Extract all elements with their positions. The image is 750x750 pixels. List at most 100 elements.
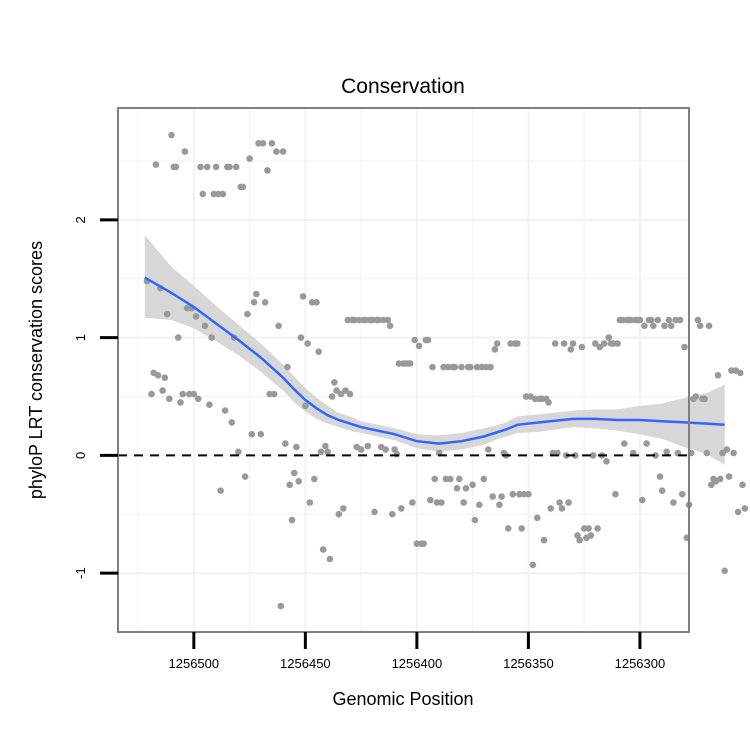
data-point — [275, 322, 282, 330]
data-point — [181, 148, 189, 155]
data-point — [389, 510, 396, 518]
data-point — [241, 473, 249, 480]
data-point — [386, 322, 394, 330]
data-point — [195, 395, 202, 403]
data-point — [551, 340, 559, 347]
data-point — [458, 363, 465, 371]
y-tick-label: 1 — [73, 334, 88, 341]
data-point — [636, 316, 644, 324]
data-point — [467, 363, 474, 371]
data-point — [226, 163, 233, 171]
data-point — [476, 501, 483, 509]
data-point — [460, 499, 468, 506]
x-axis: 1256500 1256450 1256400 1256350 1256300 — [169, 632, 665, 671]
data-point — [179, 390, 186, 398]
data-point — [509, 490, 517, 498]
data-point — [197, 163, 204, 171]
data-point — [493, 340, 501, 347]
data-point — [498, 493, 505, 500]
data-point — [431, 475, 439, 483]
y-tick-label: -1 — [73, 567, 88, 579]
x-axis-title: Genomic Position — [332, 689, 473, 709]
data-point — [670, 499, 677, 506]
data-point — [661, 322, 668, 330]
data-point — [277, 602, 285, 610]
data-point — [427, 496, 434, 504]
data-point — [681, 343, 688, 351]
data-point — [324, 448, 332, 456]
data-point — [270, 390, 278, 398]
smooth-line-layer — [144, 276, 725, 445]
data-point — [587, 532, 595, 539]
data-point — [589, 452, 597, 459]
y-axis: -1 0 1 2 — [73, 216, 118, 579]
data-point — [161, 374, 169, 382]
data-point — [371, 508, 378, 516]
data-point — [723, 446, 731, 453]
data-point — [514, 340, 521, 347]
chart-title: Conservation — [341, 75, 465, 98]
data-point — [621, 440, 628, 447]
data-point — [313, 299, 320, 306]
data-point — [163, 310, 171, 318]
data-point — [235, 448, 242, 456]
data-point — [545, 399, 552, 406]
data-point — [293, 443, 300, 451]
data-point — [556, 499, 563, 506]
data-point — [469, 481, 476, 489]
data-point — [665, 316, 673, 324]
data-point — [268, 140, 276, 147]
data-point — [424, 336, 432, 344]
data-point — [364, 442, 372, 450]
data-point — [737, 369, 744, 377]
data-point — [529, 561, 537, 569]
data-point — [199, 190, 207, 198]
data-point — [411, 336, 419, 344]
data-point — [578, 343, 586, 351]
data-point — [228, 419, 236, 426]
y-tick-label: 0 — [73, 452, 88, 459]
y-tick-label: 2 — [73, 216, 88, 223]
x-tick-label: 1256400 — [392, 656, 443, 671]
data-point — [453, 485, 461, 492]
data-point — [257, 430, 265, 438]
data-point — [282, 440, 289, 447]
data-point — [311, 475, 318, 483]
data-point — [565, 499, 572, 506]
data-point — [290, 469, 298, 477]
data-point — [152, 161, 160, 168]
data-point — [708, 481, 715, 489]
data-point — [652, 452, 659, 459]
y-axis-title: phyloP LRT conservation scores — [26, 241, 46, 499]
points-layer — [143, 131, 749, 610]
data-point — [208, 334, 215, 341]
data-point — [676, 316, 684, 324]
data-point — [567, 346, 575, 353]
data-point — [596, 343, 604, 351]
data-point — [643, 440, 650, 447]
data-point — [297, 334, 305, 341]
data-point — [571, 452, 579, 459]
data-point — [462, 485, 470, 492]
data-point — [438, 499, 445, 506]
grid — [118, 108, 689, 632]
data-point — [357, 446, 365, 453]
data-point — [259, 140, 267, 147]
data-point — [206, 401, 213, 409]
data-point — [177, 399, 184, 406]
data-point — [420, 540, 427, 547]
data-point — [739, 481, 746, 489]
data-point — [614, 340, 621, 347]
data-point — [331, 379, 338, 386]
data-point — [600, 340, 608, 347]
data-point — [295, 478, 303, 485]
data-point — [299, 293, 307, 300]
data-point — [261, 299, 269, 306]
data-point — [714, 372, 722, 379]
data-point — [603, 458, 610, 465]
data-point — [592, 340, 599, 347]
data-point — [279, 148, 287, 155]
data-point — [721, 567, 728, 575]
x-tick-label: 1256500 — [169, 656, 220, 671]
